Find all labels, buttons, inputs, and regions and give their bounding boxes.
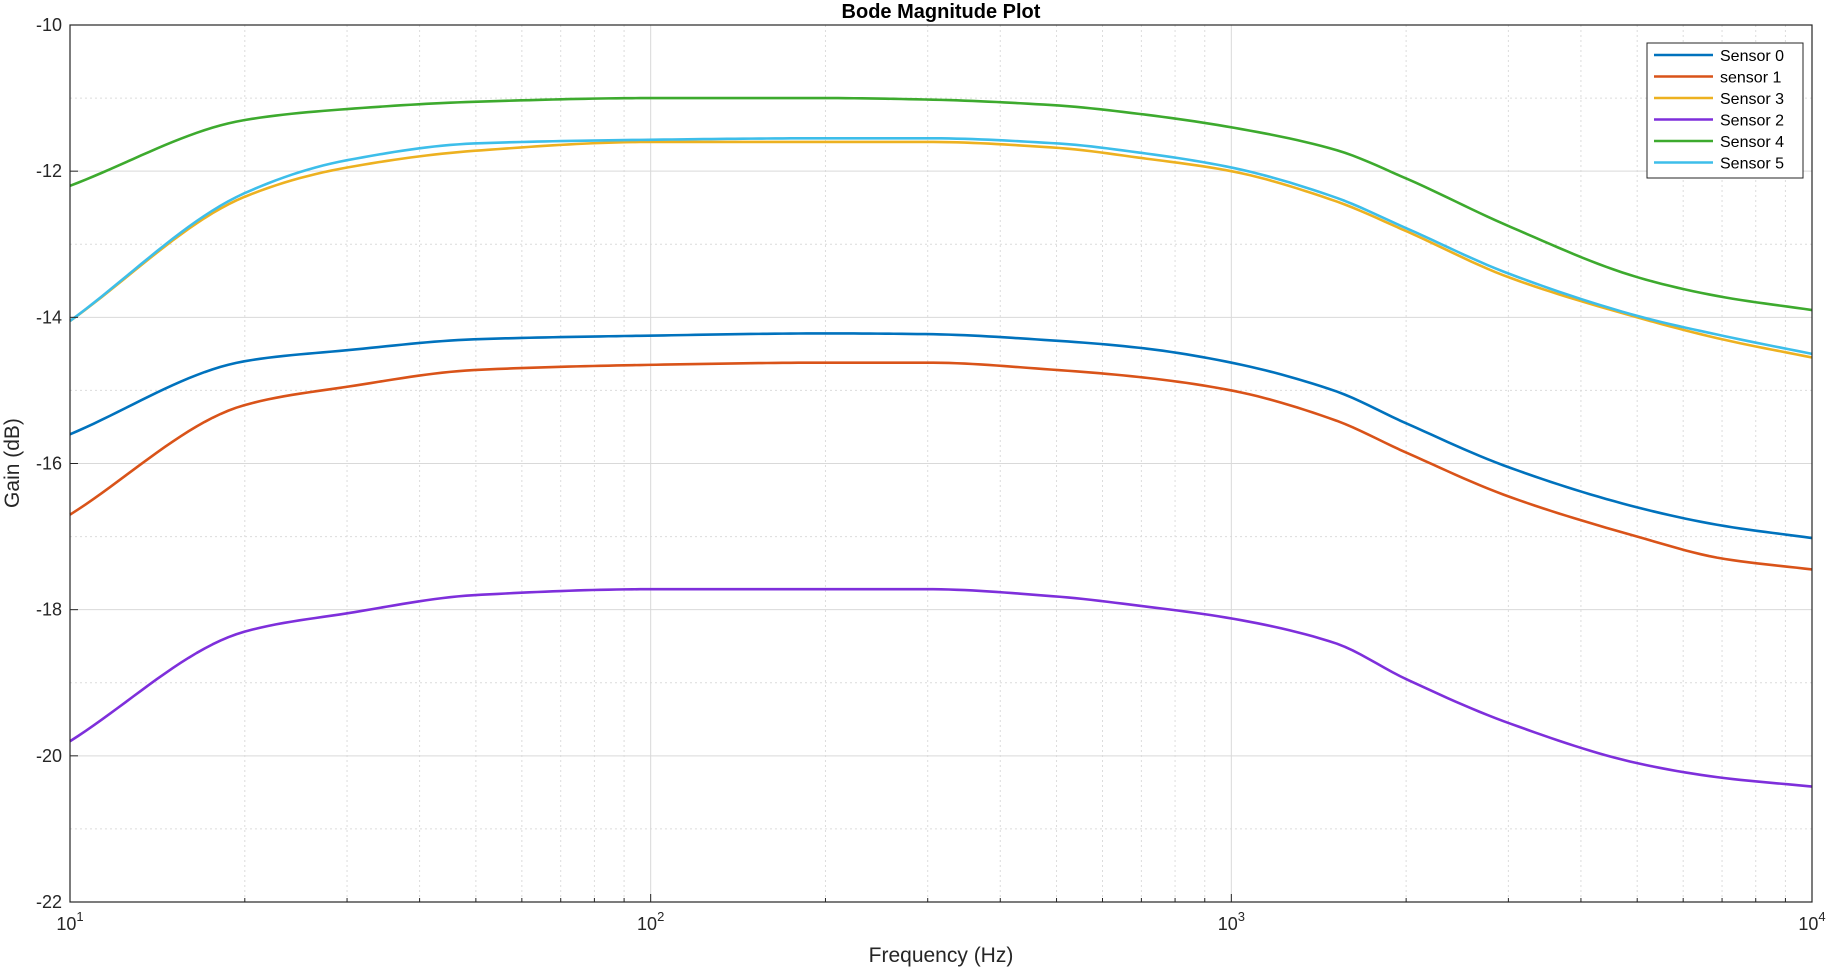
y-tick-label: -14 [36, 307, 62, 327]
legend-label: Sensor 5 [1720, 156, 1784, 173]
y-tick-label: -16 [36, 454, 62, 474]
y-tick-label: -10 [36, 15, 62, 35]
x-axis-label: Frequency (Hz) [869, 944, 1014, 967]
series-line-3 [69, 587, 1813, 788]
legend-label: Sensor 3 [1720, 91, 1784, 108]
x-tick-label: 102 [637, 909, 664, 934]
legend-label: sensor 1 [1720, 70, 1781, 87]
legend-label: Sensor 2 [1720, 113, 1784, 130]
x-tick-label: 103 [1218, 909, 1245, 934]
series-lines [69, 96, 1813, 788]
x-tick-label: 104 [1798, 909, 1825, 934]
y-tick-label: -22 [36, 892, 62, 912]
legend-label: Sensor 4 [1720, 134, 1784, 151]
y-axis-label: Gain (dB) [1, 418, 24, 508]
legend-box [1646, 42, 1804, 179]
series-line-5 [69, 136, 1813, 356]
legend-label: Sensor 0 [1720, 48, 1784, 65]
y-tick-label: -18 [36, 600, 62, 620]
y-tick-label: -20 [36, 746, 62, 766]
series-line-1 [69, 361, 1813, 571]
chart-title: Bode Magnitude Plot [842, 1, 1041, 23]
series-line-2 [69, 140, 1813, 359]
x-axis-ticks: 101 102 103 104 [56, 894, 1826, 934]
y-tick-label: -12 [36, 161, 62, 181]
legend: Sensor 0 sensor 1 Sensor 3 Sensor 2 Sensor 4… [1646, 42, 1804, 179]
series-line-4 [69, 96, 1813, 312]
series-line-0 [69, 332, 1813, 540]
y-axis-ticks: -22 -20 -18 -16 -14 -12 -10 [36, 15, 78, 912]
x-tick-label: 101 [56, 909, 83, 934]
major-grid [69, 24, 1813, 903]
